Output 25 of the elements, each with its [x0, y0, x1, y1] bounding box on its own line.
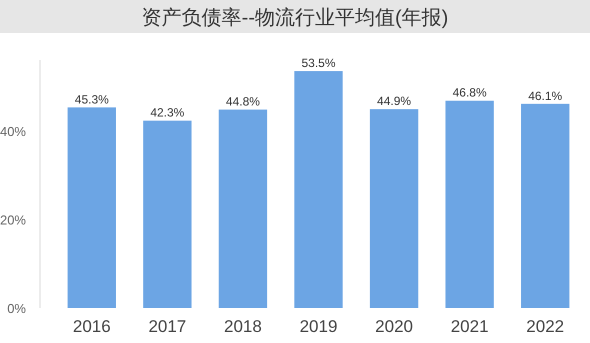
data-label: 45.3% [74, 92, 110, 106]
x-tick-label: 2019 [300, 317, 338, 336]
bar [143, 120, 192, 308]
x-tick-label: 2018 [224, 317, 262, 336]
bar [68, 107, 116, 308]
data-label: 44.9% [377, 94, 412, 108]
x-tick-label: 2021 [450, 317, 489, 336]
data-label: 53.5% [301, 56, 336, 70]
bar [445, 100, 494, 308]
bar [370, 109, 418, 308]
bar [218, 110, 268, 308]
y-tick-label: 40% [0, 124, 26, 139]
y-tick-label: 0% [7, 301, 26, 316]
data-label: 46.1% [528, 88, 563, 103]
bar [521, 104, 570, 308]
x-tick-label: 2017 [148, 317, 186, 336]
x-tick-label: 2016 [72, 317, 111, 336]
chart-title: 资产负债率--物流行业平均值(年报) [142, 7, 448, 29]
data-label: 42.3% [150, 106, 185, 120]
x-tick-label: 2020 [375, 317, 413, 336]
data-label: 44.8% [226, 94, 260, 109]
y-tick-label: 20% [0, 212, 26, 228]
bar [294, 71, 343, 308]
x-tick-label: 2022 [526, 317, 564, 336]
data-label: 46.8% [452, 86, 487, 100]
